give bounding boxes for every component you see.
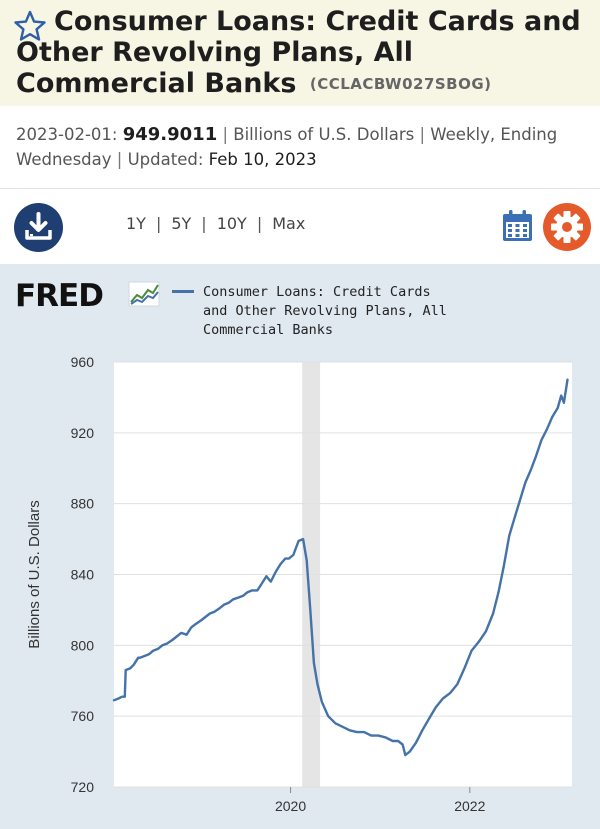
- range-separator: |: [201, 214, 207, 233]
- divider: [0, 188, 600, 189]
- separator: |: [116, 150, 123, 169]
- series-meta: 2023-02-01: 949.9011 | Billions of U.S. …: [16, 122, 586, 172]
- range-10y[interactable]: 10Y: [216, 214, 247, 233]
- y-tick-label: 880: [71, 496, 95, 512]
- y-tick-label: 920: [71, 425, 95, 441]
- units: Billions of U.S. Dollars: [233, 125, 415, 144]
- observation-value: 949.9011: [122, 124, 218, 145]
- gear-icon: [551, 211, 583, 243]
- range-max[interactable]: Max: [272, 214, 306, 233]
- y-axis-label: Billions of U.S. Dollars: [26, 500, 43, 648]
- y-tick-label: 760: [71, 708, 95, 724]
- legend-swatch: [172, 290, 194, 293]
- series-title: Consumer Loans: Credit Cards and Other R…: [16, 6, 581, 99]
- y-tick-label: 720: [71, 779, 95, 795]
- date-range-selector: 1Y | 5Y | 10Y | Max: [126, 214, 305, 233]
- separator: |: [419, 125, 426, 144]
- frequency: Weekly, Ending Wednesday: [16, 125, 558, 169]
- separator: |: [222, 125, 229, 144]
- line-chart: 720 760 800 840 880 920 960 2020 2022 Billions of…: [26, 354, 572, 814]
- title-bar: [0, 0, 600, 106]
- star-icon[interactable]: [14, 10, 46, 42]
- y-tick-label: 840: [71, 567, 95, 583]
- fred-logo-graph-icon: [128, 281, 160, 307]
- download-icon: [25, 212, 52, 240]
- range-1y[interactable]: 1Y: [126, 214, 146, 233]
- range-separator: |: [256, 214, 263, 233]
- settings-button[interactable]: [543, 203, 591, 251]
- series-id: (CCLACBW027SBOG): [309, 75, 492, 93]
- y-tick-label: 960: [71, 354, 95, 370]
- calendar-icon[interactable]: [501, 209, 534, 243]
- fred-logo: FRED: [15, 278, 104, 314]
- observation-date: 2023-02-01:: [16, 125, 118, 144]
- updated-date: Feb 10, 2023: [208, 150, 317, 169]
- range-separator: |: [155, 214, 162, 233]
- series-line: [112, 378, 569, 757]
- updated-label: Updated:: [127, 150, 204, 169]
- x-tick-label: 2022: [454, 798, 485, 814]
- legend-entry: Consumer Loans: Credit Cards and Other R…: [203, 284, 447, 338]
- download-button[interactable]: [14, 203, 63, 252]
- range-5y[interactable]: 5Y: [171, 214, 192, 233]
- y-tick-label: 800: [71, 637, 95, 653]
- x-tick-label: 2020: [275, 798, 306, 814]
- page-title: Consumer Loans: Credit Cards and Other R…: [16, 6, 596, 100]
